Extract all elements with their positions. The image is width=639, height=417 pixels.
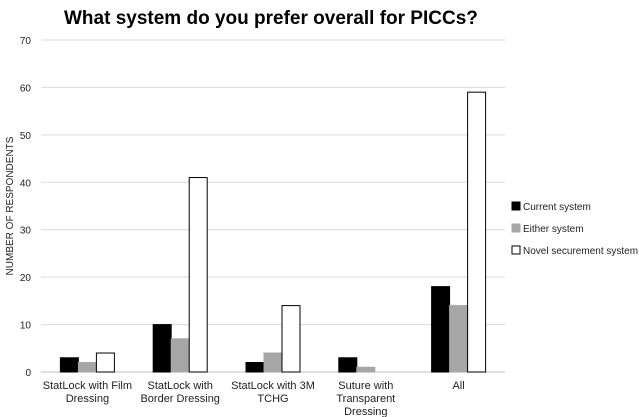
legend-label: Novel securement system: [523, 246, 638, 257]
y-tick-label: 20: [20, 273, 32, 284]
x-tick-label: StatLock with Film: [43, 380, 132, 392]
x-tick-label: StatLock with 3M: [231, 380, 315, 392]
y-tick-label: 30: [20, 226, 32, 237]
legend-swatch: [511, 201, 521, 211]
bar-current-system: [338, 357, 358, 373]
bar-either-system: [77, 362, 97, 373]
bar-either-system: [449, 305, 469, 373]
x-tick-label: Transparent: [336, 393, 395, 405]
bar-novel-securement-system: [188, 177, 208, 373]
legend-label: Current system: [523, 202, 591, 213]
x-tick-label: Dressing: [66, 393, 109, 405]
y-tick-label: 40: [20, 178, 32, 189]
bar-novel-securement-system: [281, 305, 301, 373]
bar-current-system: [152, 324, 172, 373]
x-tick-label: TCHG: [257, 393, 288, 405]
bar-current-system: [59, 357, 79, 373]
x-tick-label: All: [452, 380, 464, 392]
legend-swatch: [511, 223, 521, 233]
x-tick-label: Border Dressing: [140, 393, 219, 405]
bar-current-system: [245, 362, 265, 373]
bar-either-system: [170, 338, 190, 373]
bar-novel-securement-system: [95, 352, 115, 373]
y-tick-label: 0: [25, 368, 31, 379]
x-tick-label: Dressing: [344, 406, 387, 417]
y-tick-label: 60: [20, 83, 32, 94]
x-tick-label: Suture with: [338, 380, 393, 392]
y-axis-label: NUMBER OF RESPONDENTS: [5, 136, 16, 275]
y-tick-label: 70: [20, 36, 32, 47]
legend-label: Either system: [523, 224, 584, 235]
chart-title: What system do you prefer overall for PI…: [64, 8, 478, 29]
legend-swatch: [511, 245, 521, 255]
bar-novel-securement-system: [467, 91, 487, 373]
bar-current-system: [431, 286, 451, 373]
x-tick-label: StatLock with: [147, 380, 212, 392]
bar-either-system: [263, 352, 283, 373]
y-tick-label: 50: [20, 131, 32, 142]
bar-either-system: [356, 366, 376, 373]
y-tick-label: 10: [20, 321, 32, 332]
